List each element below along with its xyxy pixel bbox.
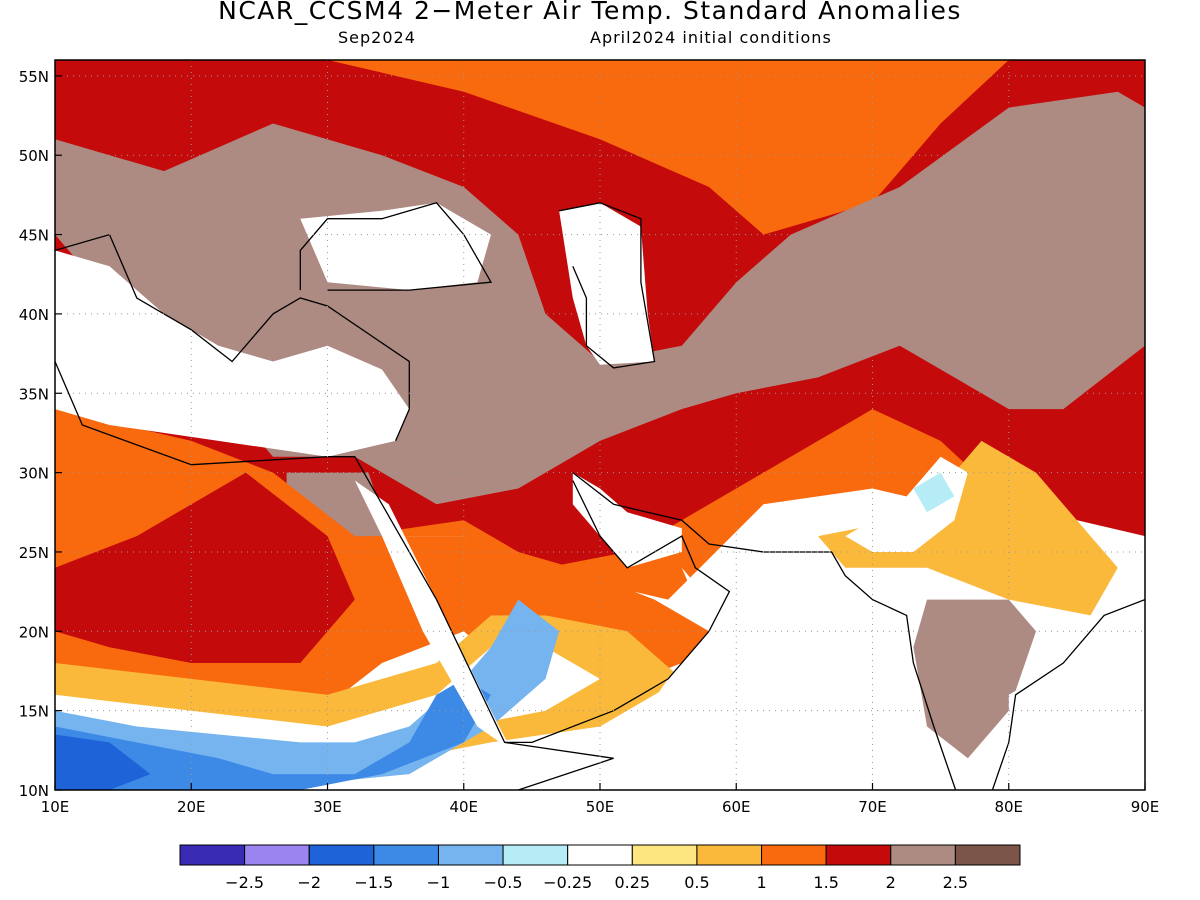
colorbar-label: −1.5	[354, 873, 393, 892]
coastline-1	[504, 480, 731, 744]
lat-tick-label: 10N	[19, 782, 49, 800]
colorbar-swatch	[179, 844, 246, 866]
lat-tick-label: 50N	[19, 147, 49, 165]
colorbar-label: 0.5	[684, 873, 709, 892]
colorbar-swatch	[308, 844, 375, 866]
masked-area-6	[572, 472, 682, 568]
colorbar-swatch	[696, 844, 763, 866]
lat-tick-label: 25N	[19, 544, 49, 562]
masked-area-1	[300, 202, 491, 291]
masked-area-2	[559, 202, 655, 365]
colorbar: −2.5 −2 −1.5 −1 −0.5 −0.25 0.25 0.5 1 1.5 2 2.5	[179, 844, 1021, 892]
colorbar-swatch	[502, 844, 569, 866]
lon-tick-label: 40E	[449, 798, 478, 816]
colorbar-label: −1	[427, 873, 451, 892]
coastline-5	[55, 233, 410, 442]
anomaly-region-10	[55, 678, 491, 790]
init-conditions-label: April2024 initial conditions	[590, 28, 832, 47]
lat-tick-label: 55N	[19, 68, 49, 86]
lat-tick-label: 40N	[19, 306, 49, 324]
lon-tick-label: 20E	[177, 798, 206, 816]
anomaly-region-14	[913, 472, 955, 513]
colorbar-label: 2.5	[943, 873, 968, 892]
colorbar-swatch	[373, 844, 439, 866]
coastline-0	[55, 361, 614, 790]
coastline-4	[991, 598, 1145, 790]
colorbar-label: 2	[886, 873, 896, 892]
colorbar-swatch	[631, 844, 698, 866]
lat-tick-label: 35N	[19, 385, 49, 403]
colorbar-label: 0.25	[614, 873, 650, 892]
masked-area-4	[518, 552, 927, 790]
anomaly-region-11	[55, 734, 151, 790]
colorbar-swatch	[890, 844, 956, 866]
lon-tick-label: 10E	[41, 798, 70, 816]
colorbar-label: −2	[297, 873, 321, 892]
coastline-2	[572, 472, 846, 577]
colorbar-swatch	[761, 844, 827, 866]
lat-tick-label: 45N	[19, 227, 49, 245]
colorbar-label: −0.25	[543, 873, 592, 892]
lon-tick-label: 70E	[858, 798, 887, 816]
lat-tick-label: 30N	[19, 465, 49, 483]
masked-area-5	[1008, 599, 1145, 790]
colorbar-label: −0.5	[484, 873, 523, 892]
colorbar-label: 1	[756, 873, 766, 892]
colorbar-swatch	[825, 844, 892, 866]
colorbar-label: 1.5	[813, 873, 838, 892]
lon-tick-label: 60E	[722, 798, 751, 816]
anomaly-region-4	[913, 599, 1036, 759]
colorbar-swatch	[244, 844, 310, 866]
colorbar-label: −2.5	[225, 873, 264, 892]
colorbar-swatch	[954, 844, 1021, 866]
coastline-6	[299, 202, 493, 291]
colorbar-swatch	[437, 844, 504, 866]
anomaly-region-12	[818, 440, 1118, 616]
valid-month-label: Sep2024	[338, 28, 416, 47]
masked-area-3	[354, 480, 512, 751]
anomaly-region-6	[55, 472, 355, 663]
lat-tick-label: 20N	[19, 623, 49, 641]
map-title: NCAR_CCSM4 2−Meter Air Temp. Standard An…	[218, 0, 962, 25]
lat-tick-label: 15N	[19, 703, 49, 721]
lon-tick-label: 80E	[994, 798, 1023, 816]
lon-tick-label: 50E	[586, 798, 615, 816]
colorbar-swatch	[567, 844, 633, 866]
coastline-3	[844, 575, 957, 790]
coastline-7	[558, 202, 656, 369]
lon-tick-label: 30E	[313, 798, 342, 816]
lon-tick-label: 90E	[1131, 798, 1160, 816]
